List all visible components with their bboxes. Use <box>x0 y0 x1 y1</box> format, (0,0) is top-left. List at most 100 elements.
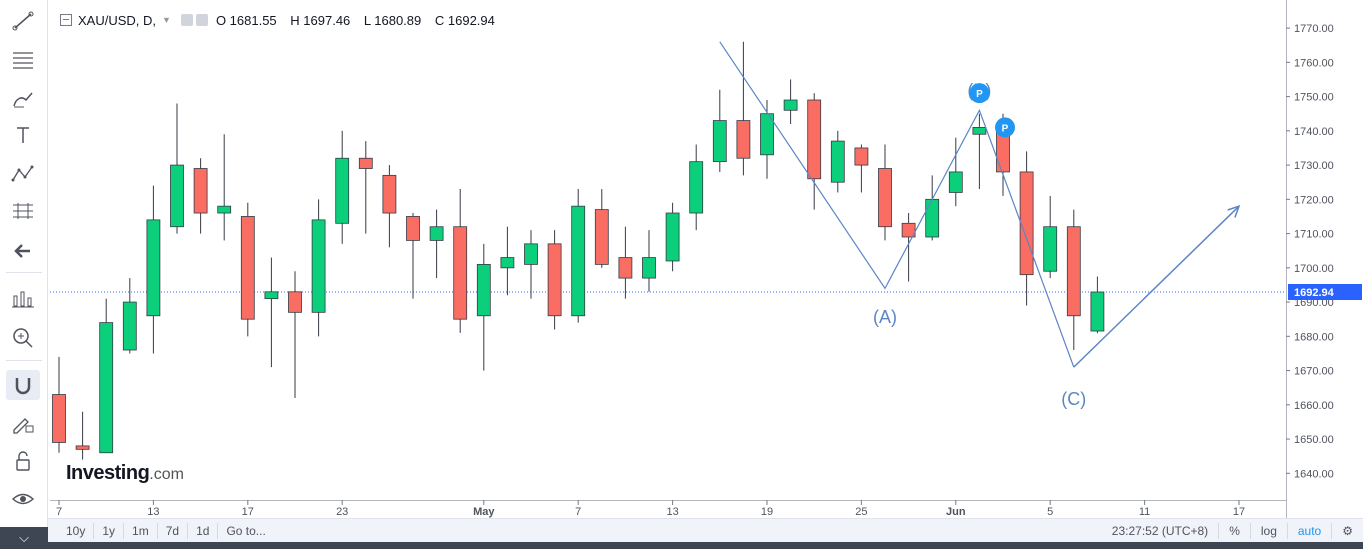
candle-up <box>335 157 350 224</box>
text-icon[interactable] <box>6 120 40 150</box>
candle-up <box>760 113 774 156</box>
wave-label: (A) <box>873 307 897 327</box>
candle-down <box>52 394 66 443</box>
magnet-icon[interactable] <box>6 370 40 400</box>
wave-label: (C) <box>1061 389 1086 409</box>
candle-down <box>1066 226 1081 317</box>
x-tick-label: 7 <box>575 506 581 518</box>
candle-up <box>642 257 656 279</box>
y-tick-label: 1750.00 <box>1294 92 1334 104</box>
candle-up <box>122 301 137 351</box>
candlestick-chart[interactable]: 1640.00 1650.00 1660.00 1670.00 1680.00 1690.… <box>0 0 1363 518</box>
y-tick-label: 1740.00 <box>1294 126 1334 138</box>
measure-icon[interactable] <box>6 196 40 226</box>
candle-down <box>358 157 373 169</box>
candle-up <box>146 219 161 317</box>
marker-circle <box>969 83 990 104</box>
lock-icon[interactable] <box>6 446 40 476</box>
settings-icon[interactable] <box>180 14 193 26</box>
y-tick-label: 1650.00 <box>1294 434 1334 446</box>
candle-up <box>1090 291 1105 332</box>
candle-up <box>830 140 845 183</box>
candle-up <box>783 99 798 111</box>
chart-legend: XAU/USD, D, ▼ O 1681.55 H 1697.46 L 1680… <box>60 10 505 30</box>
candle-up <box>665 212 680 262</box>
y-tick-label: 1660.00 <box>1294 400 1334 412</box>
candle-up <box>311 219 326 313</box>
y-tick-label: 1680.00 <box>1294 331 1334 343</box>
timeframe-10y[interactable]: 10y <box>58 523 95 539</box>
close-icon[interactable] <box>195 14 208 26</box>
symbol-label[interactable]: XAU/USD, D, <box>78 12 157 28</box>
x-tick-label: 23 <box>336 506 348 518</box>
horizontal-lines-icon[interactable] <box>6 44 40 74</box>
x-tick-label: 13 <box>666 506 678 518</box>
y-tick-label: 1720.00 <box>1294 194 1334 206</box>
candle-down <box>854 147 869 166</box>
candle-up <box>524 243 538 265</box>
log-toggle[interactable]: log <box>1249 523 1287 539</box>
candle-down <box>406 216 420 241</box>
goto-button[interactable]: Go to... <box>226 524 266 538</box>
back-arrow-icon[interactable] <box>6 236 40 266</box>
x-tick-label: 7 <box>56 506 62 518</box>
legend-icons <box>180 14 208 26</box>
candle-down <box>193 168 208 214</box>
candle-up <box>925 198 940 238</box>
y-tick-label: 1760.00 <box>1294 57 1334 69</box>
x-tick-label: 13 <box>147 506 159 518</box>
auto-toggle[interactable]: auto <box>1286 523 1331 539</box>
candle-down <box>75 445 90 450</box>
x-tick-label: 11 <box>1139 506 1150 518</box>
marker-circle <box>995 117 1015 138</box>
candle-down <box>901 222 916 238</box>
high-value: H 1697.46 <box>290 12 351 28</box>
candle-down <box>736 120 751 159</box>
candle-up <box>429 226 444 241</box>
pattern-icon[interactable] <box>6 158 40 188</box>
candle-up <box>972 127 987 135</box>
timeframe-7d[interactable]: 7d <box>158 523 189 539</box>
chevron-down-icon[interactable]: ▼ <box>162 15 171 25</box>
timeframe-1d[interactable]: 1d <box>188 523 219 539</box>
y-tick-label: 1690.00 <box>1294 297 1334 309</box>
open-value: O 1681.55 <box>215 12 277 28</box>
candle-down <box>453 226 468 320</box>
x-tick-label: 25 <box>855 506 867 518</box>
close-value: C 1692.94 <box>434 12 495 28</box>
gear-icon[interactable]: ⚙ <box>1331 523 1363 539</box>
candle-up <box>689 161 704 214</box>
candle-down <box>288 291 302 313</box>
candle-up <box>99 322 114 454</box>
brush-icon[interactable] <box>6 84 40 114</box>
x-tick-label: May <box>473 506 495 518</box>
clock-label: 23:27:52 (UTC+8) <box>1111 524 1209 538</box>
marker-label: P <box>1002 123 1009 134</box>
trend-line-icon[interactable] <box>6 6 40 36</box>
lock-drawing-icon[interactable] <box>6 408 40 438</box>
eye-icon[interactable] <box>6 484 40 514</box>
timeframe-1m[interactable]: 1m <box>124 523 158 539</box>
candle-down <box>878 168 892 228</box>
candle-up <box>217 205 232 214</box>
bottom-strip <box>48 542 1363 549</box>
zoom-in-icon[interactable] <box>6 322 40 352</box>
candle-down <box>618 257 633 279</box>
timeframe-1y[interactable]: 1y <box>94 523 125 539</box>
candle-down <box>594 209 609 265</box>
projection-arrow <box>1073 205 1240 368</box>
x-tick-label: Jun <box>946 506 966 518</box>
candle-up <box>500 257 515 269</box>
candle-up <box>1043 226 1058 272</box>
percent-toggle[interactable]: % <box>1218 523 1250 539</box>
current-price-label: 1692.94 <box>1294 287 1335 299</box>
chevron-down-icon[interactable]: ⌵ <box>0 527 48 549</box>
low-value: L 1680.89 <box>363 12 422 28</box>
indicators-icon[interactable] <box>6 284 40 314</box>
y-tick-label: 1710.00 <box>1294 229 1334 241</box>
x-tick-label: 5 <box>1047 506 1053 518</box>
y-tick-label: 1770.00 <box>1294 23 1334 35</box>
y-tick-label: 1640.00 <box>1294 468 1334 480</box>
candle-down <box>547 243 562 317</box>
collapse-icon[interactable] <box>60 14 72 26</box>
